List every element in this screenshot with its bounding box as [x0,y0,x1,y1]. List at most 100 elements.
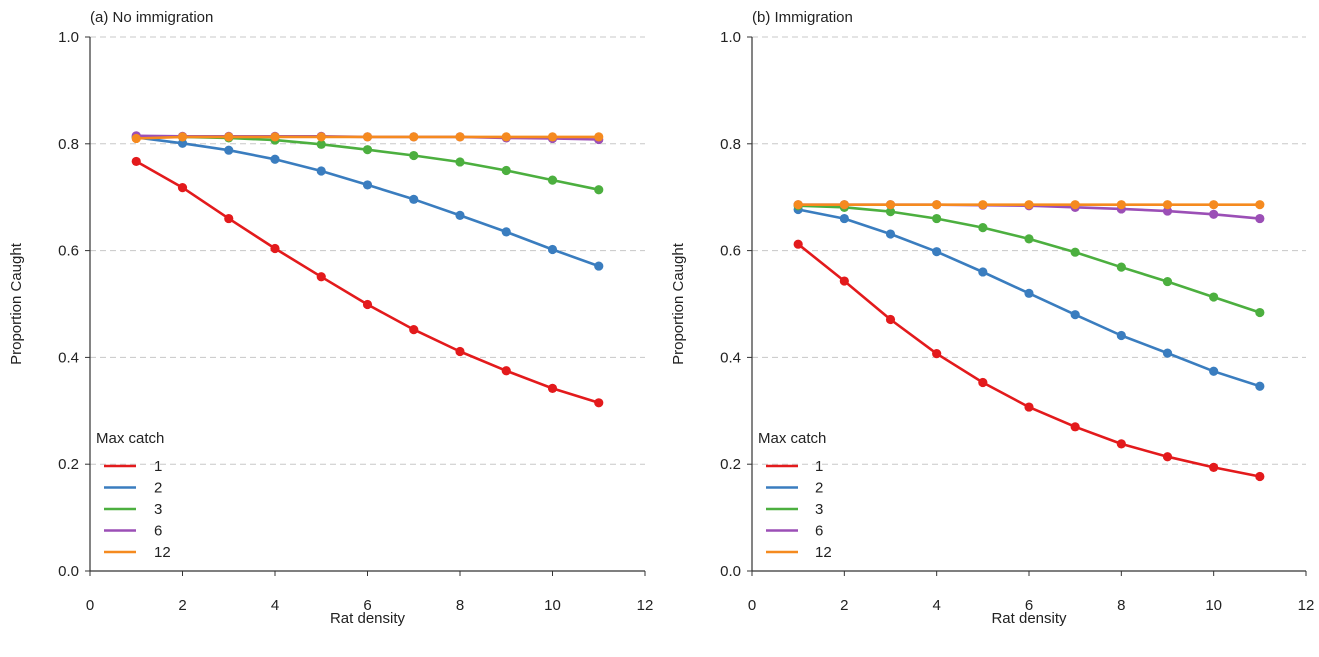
chart-a-series-3-point [547,175,558,185]
chart-a-ytick-label: 0.4 [58,349,79,366]
chart-a-series-12-point [224,132,234,142]
chart-a-series-2-point [547,244,558,255]
chart-a-series-12-point [594,132,604,142]
chart-b-series-3-point [885,207,896,217]
chart-a-legend-label-12: 12 [154,544,171,561]
chart-b-legend-label-12: 12 [815,544,832,561]
chart-a-series-2-point [316,166,326,176]
chart-b-legend-label-2: 2 [815,480,823,497]
chart-a-series-12 [131,132,604,144]
chart-b-xtick-label: 2 [840,597,848,614]
chart-a-xtick-label: 10 [544,597,561,614]
chart-a-series-12-point [409,132,419,142]
chart-b-series-1-point [1070,422,1080,432]
chart-b-series-12-point [1209,200,1219,210]
chart-b-series-3-point [1209,292,1219,302]
chart-b-series-1-line [797,243,1261,478]
chart-a-series-3-point [316,139,326,149]
chart-b-series-1-point [885,314,896,325]
chart-b-series-2-point [978,267,988,277]
chart-a-series-2-point [270,154,280,164]
chart-b-series-3 [793,201,1265,318]
chart-b-series-12-point [839,200,849,210]
chart-b-series-2-point [1070,310,1080,320]
chart-b-series-1-point [932,349,942,359]
chart-b-xlabel: Rat density [991,610,1067,627]
chart-b-legend-label-1: 1 [815,458,823,475]
chart-b-series-12-point [1116,200,1126,210]
chart-b-series-12-point [932,200,942,210]
chart-a-series-2-point [455,210,465,220]
chart-a-series-1-point [547,383,558,393]
chart-a-xtick-label: 6 [363,597,371,614]
chart-b-series-2-point [1209,366,1219,376]
chart-b-ytick-label: 0.0 [720,563,741,580]
chart-b-series-2-point [1162,348,1173,358]
chart-a-series-2 [131,132,604,271]
chart-a-ytick-label: 0.0 [58,563,79,580]
chart-a-series-12-point [316,132,326,142]
chart-a-ytick-label: 1.0 [58,29,79,46]
chart-a-series-1-point [224,213,234,224]
chart-b-xtick-label: 10 [1205,597,1222,614]
chart-a-xtick-label: 8 [456,597,464,614]
chart-b-ytick-label: 0.2 [720,456,741,473]
chart-a-xtick-label: 12 [637,597,654,614]
chart-b: (b) Immigration 0.0 0.2 0.4 0.6 0.8 1.0 0 2 4 6 8 10… [670,9,1314,627]
chart-b-series-1-point [978,377,988,388]
chart-a-series-12-point [362,132,373,142]
chart-b-title: (b) Immigration [752,9,853,26]
chart-b-series-1-point [839,276,849,286]
chart-a-legend-label-6: 6 [154,523,162,540]
chart-a-series-2-point [362,180,373,190]
chart-b-series-2-point [1024,288,1034,298]
chart-a: (a) No immigration 0.0 0.2 0.4 0.6 0.8 1.0 0 2 4 6… [8,9,653,627]
chart-b-series-3-point [978,223,988,233]
chart-b-series-1-point [1255,471,1265,482]
chart-b-series-2-point [932,247,942,257]
chart-b-series-2-point [1255,381,1265,391]
chart-b-series-3-point [932,213,942,224]
chart-b-series-2-point [1116,330,1126,341]
chart-a-series-1-point [177,182,188,193]
chart-a-series-1-point [594,398,604,408]
chart-a-series-2-point [594,261,604,271]
chart-b-legend-label-3: 3 [815,501,823,518]
chart-a-title: (a) No immigration [90,9,213,26]
chart-b-series-12-point [793,200,803,210]
chart-a-series-12-point [455,132,465,142]
chart-a-series-1 [131,156,604,408]
chart-a-series-1-point [409,325,419,335]
chart-a-series-2-point [177,138,188,148]
chart-b-series-12-point [1162,200,1173,210]
chart-a-ylabel: Proportion Caught [8,242,25,365]
chart-a-series-1-point [131,156,141,167]
chart-a-xtick-label: 0 [86,597,94,614]
chart-a-ytick-label: 0.2 [58,456,79,473]
chart-a-series-1-point [455,346,465,357]
chart-a-series-3-point [594,185,604,195]
chart-b-series-2-point [885,229,896,239]
chart-a-xlabel: Rat density [330,610,406,627]
chart-a-series-12-point [177,132,188,142]
chart-a-series-12-point [501,132,511,142]
chart-b-series-12-point [1255,200,1265,210]
chart-a-xtick-label: 4 [271,597,279,614]
chart-b-series-1-point [1024,402,1034,412]
chart-a-series-12-point [131,133,141,144]
chart-b-series-3-point [1116,262,1126,272]
chart-a-series-2-point [501,227,511,237]
chart-b-xtick-label: 0 [748,597,756,614]
chart-a-legend-label-3: 3 [154,501,162,518]
chart-b-series-12-point [1070,200,1080,210]
chart-b-series-3-point [1070,247,1080,257]
chart-a-series-2-point [409,194,419,204]
chart-a-legend-label-2: 2 [154,480,162,497]
chart-b-ytick-label: 0.4 [720,349,741,366]
chart-a-series-1-point [501,366,511,376]
chart-b-series-1-point [1209,462,1219,473]
chart-a-series-1-line [135,160,600,405]
chart-a-series-1-point [362,299,373,310]
